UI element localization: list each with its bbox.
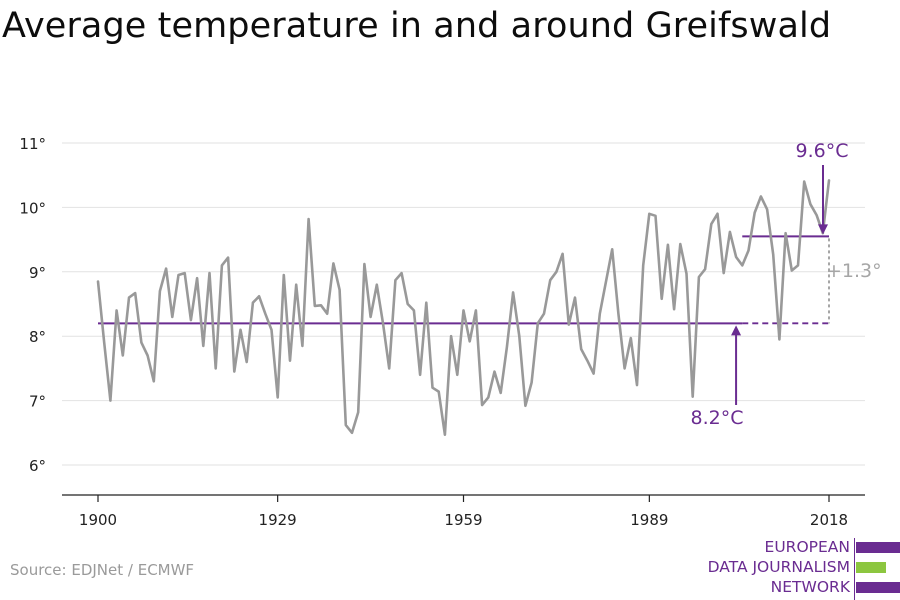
edjnet-logo: EUROPEAN DATA JOURNALISM NETWORK [700,538,900,600]
recent-average-label: 9.6°C [796,140,849,162]
x-tick-label: 1929 [259,511,297,529]
y-tick-label: 8° [29,328,46,346]
logo-line-2: DATA JOURNALISM [707,558,850,576]
x-tick-label: 1900 [79,511,117,529]
logo-divider [854,538,855,600]
temperature-series-line [96,179,831,437]
x-tick-label: 1959 [444,511,482,529]
logo-bar-purple-bottom [856,582,900,593]
gridlines [62,142,865,466]
y-tick-label: 9° [29,264,46,282]
baseline-arrow-head [731,325,742,336]
chart-title: Average temperature in and around Greifs… [2,6,832,46]
logo-bar-purple-top [856,542,900,553]
x-tick-label: 2018 [810,511,848,529]
logo-line-3: NETWORK [770,578,850,596]
annotation-markers [731,165,828,405]
y-axis-tick-labels: 6° 7° 8° 9° 10° 11° [19,135,46,475]
recent-arrow-head [818,224,828,235]
y-tick-label: 7° [29,393,46,411]
difference-label: +1.3° [826,260,882,282]
logo-line-1: EUROPEAN [764,538,850,556]
y-tick-label: 10° [19,199,46,217]
x-axis: 1900 1929 1959 1989 2018 [79,495,848,529]
y-tick-label: 6° [29,457,46,475]
logo-bar-green [856,562,886,573]
y-tick-label: 11° [19,135,46,153]
baseline-average-label: 8.2°C [691,407,744,429]
source-note: Source: EDJNet / ECMWF [10,561,195,579]
x-tick-label: 1989 [630,511,668,529]
